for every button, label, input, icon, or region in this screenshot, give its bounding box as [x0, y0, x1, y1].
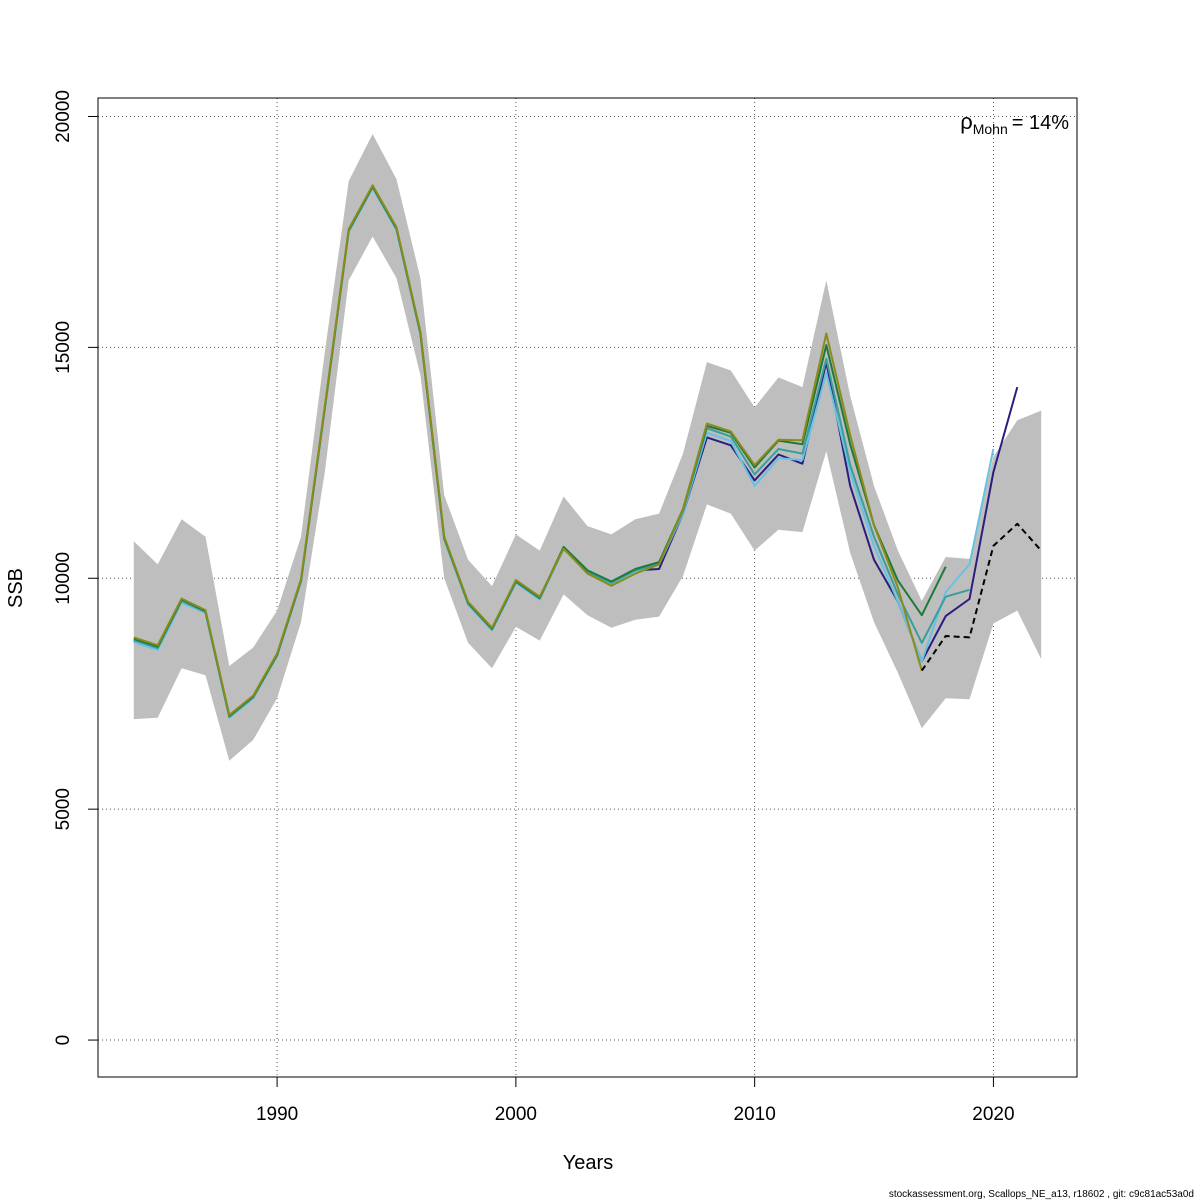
footer-text: stockassessment.org, Scallops_NE_a13, r1… — [889, 1189, 1194, 1200]
x-tick-label: 1990 — [256, 1104, 298, 1125]
y-tick-label: 10000 — [53, 552, 74, 605]
y-tick-label: 20000 — [53, 90, 74, 143]
y-tick-label: 5000 — [53, 788, 74, 830]
rho-subscript: Mohn — [973, 121, 1008, 137]
rho-symbol: ρ — [960, 109, 973, 134]
y-axis-title: SSB — [5, 568, 27, 608]
y-tick-label: 0 — [53, 1035, 74, 1046]
series-line-5 — [133, 184, 923, 716]
x-axis: 1990 2000 2010 2020 — [256, 1077, 1015, 1125]
x-tick-label: 2020 — [972, 1104, 1014, 1125]
rho-mohn-annotation: ρMohn = 14% — [960, 109, 1069, 137]
plot-frame — [97, 97, 1078, 1078]
y-tick-label: 15000 — [53, 321, 74, 374]
x-tick-label: 2010 — [734, 1104, 776, 1125]
series-line-6 — [920, 522, 1042, 672]
y-axis: 0 5000 10000 15000 20000 — [53, 90, 98, 1045]
x-axis-title: Years — [563, 1152, 613, 1174]
series-lines — [133, 184, 1042, 719]
x-tick-label: 2000 — [495, 1104, 537, 1125]
rho-value: = 14% — [1012, 112, 1069, 134]
